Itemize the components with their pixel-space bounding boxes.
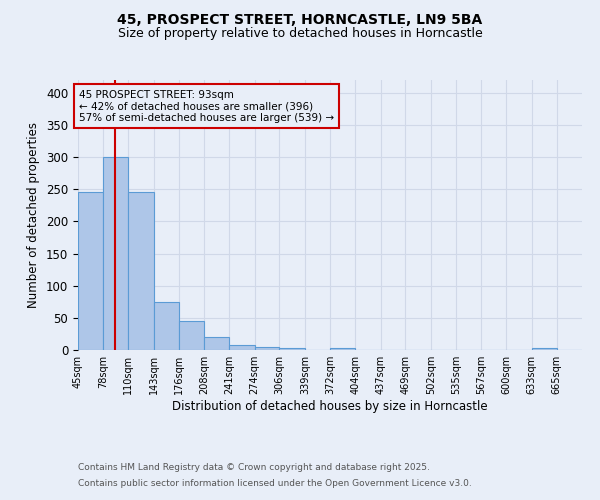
Bar xyxy=(204,337,229,350)
Bar xyxy=(331,348,355,350)
Text: Contains public sector information licensed under the Open Government Licence v3: Contains public sector information licen… xyxy=(78,478,472,488)
Bar xyxy=(229,345,255,350)
Bar xyxy=(128,192,154,350)
X-axis label: Distribution of detached houses by size in Horncastle: Distribution of detached houses by size … xyxy=(172,400,488,413)
Text: Contains HM Land Registry data © Crown copyright and database right 2025.: Contains HM Land Registry data © Crown c… xyxy=(78,464,430,472)
Bar xyxy=(255,347,280,350)
Bar xyxy=(280,348,305,350)
Bar xyxy=(532,348,557,350)
Bar xyxy=(103,157,128,350)
Bar xyxy=(179,321,204,350)
Text: 45 PROSPECT STREET: 93sqm
← 42% of detached houses are smaller (396)
57% of semi: 45 PROSPECT STREET: 93sqm ← 42% of detac… xyxy=(79,90,334,123)
Text: Size of property relative to detached houses in Horncastle: Size of property relative to detached ho… xyxy=(118,28,482,40)
Y-axis label: Number of detached properties: Number of detached properties xyxy=(28,122,40,308)
Bar xyxy=(154,302,179,350)
Bar xyxy=(78,192,103,350)
Text: 45, PROSPECT STREET, HORNCASTLE, LN9 5BA: 45, PROSPECT STREET, HORNCASTLE, LN9 5BA xyxy=(118,12,482,26)
